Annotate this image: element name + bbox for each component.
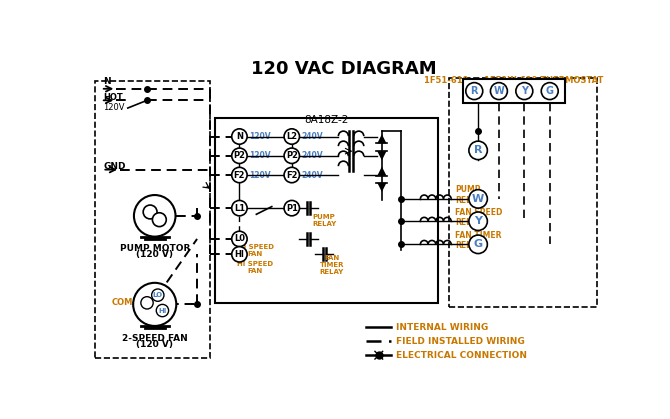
Circle shape <box>232 247 247 262</box>
Text: F2: F2 <box>286 171 297 179</box>
Text: G: G <box>546 86 553 96</box>
Text: FAN TIMER
RELAY: FAN TIMER RELAY <box>455 231 502 250</box>
Text: 1F51-619 or 1F51W-619 THERMOSTAT: 1F51-619 or 1F51W-619 THERMOSTAT <box>424 76 603 85</box>
Circle shape <box>152 213 166 227</box>
Text: R: R <box>474 145 482 155</box>
Text: COM: COM <box>112 298 133 308</box>
Circle shape <box>156 304 169 317</box>
Text: LO: LO <box>153 292 163 298</box>
Bar <box>464 79 565 103</box>
Text: 240V: 240V <box>302 151 324 160</box>
Text: W: W <box>494 86 505 96</box>
Text: 2-SPEED FAN: 2-SPEED FAN <box>122 334 188 343</box>
Circle shape <box>232 200 247 216</box>
Text: 120V: 120V <box>249 151 271 160</box>
Circle shape <box>469 212 487 230</box>
Circle shape <box>466 83 483 100</box>
Text: N: N <box>103 78 111 86</box>
Text: 120V: 120V <box>249 132 271 141</box>
Circle shape <box>469 141 487 160</box>
Circle shape <box>469 190 487 208</box>
Circle shape <box>232 148 247 163</box>
Text: LO SPEED
FAN: LO SPEED FAN <box>236 244 274 257</box>
Polygon shape <box>377 151 387 160</box>
Circle shape <box>516 83 533 100</box>
Circle shape <box>141 297 153 309</box>
Bar <box>449 78 598 308</box>
Text: P1: P1 <box>286 204 297 212</box>
Circle shape <box>284 200 299 216</box>
Bar <box>215 118 438 303</box>
Text: FIELD INSTALLED WIRING: FIELD INSTALLED WIRING <box>396 337 525 346</box>
Text: L1: L1 <box>234 204 245 212</box>
Polygon shape <box>377 183 387 192</box>
Circle shape <box>284 167 299 183</box>
Text: (120 V): (120 V) <box>136 251 174 259</box>
Text: (120 V): (120 V) <box>136 340 174 349</box>
Text: 8A18Z-2: 8A18Z-2 <box>304 115 348 125</box>
Circle shape <box>541 83 558 100</box>
Text: L0: L0 <box>234 234 245 243</box>
Text: 120 VAC DIAGRAM: 120 VAC DIAGRAM <box>251 59 436 78</box>
Circle shape <box>232 167 247 183</box>
Text: INTERNAL WIRING: INTERNAL WIRING <box>396 323 488 332</box>
Circle shape <box>284 129 299 144</box>
Text: FAN SPEED
RELAY: FAN SPEED RELAY <box>455 208 502 227</box>
Text: N: N <box>236 132 243 141</box>
Text: HI SPEED
FAN: HI SPEED FAN <box>237 261 273 274</box>
Text: Y: Y <box>474 216 482 226</box>
Circle shape <box>133 283 176 326</box>
Text: ELECTRICAL CONNECTION: ELECTRICAL CONNECTION <box>396 351 527 360</box>
Text: L2: L2 <box>286 132 297 141</box>
Text: P2: P2 <box>233 151 245 160</box>
Text: 240V: 240V <box>302 171 324 179</box>
Polygon shape <box>377 166 387 176</box>
Text: HI: HI <box>158 308 167 313</box>
Circle shape <box>232 231 247 247</box>
Text: Y: Y <box>521 86 528 96</box>
Circle shape <box>469 235 487 253</box>
Text: 240V: 240V <box>302 132 324 141</box>
Circle shape <box>490 83 507 100</box>
Text: HOT: HOT <box>103 93 123 102</box>
Text: G: G <box>474 239 482 249</box>
Text: HI: HI <box>234 250 245 259</box>
Text: PUMP
RELAY: PUMP RELAY <box>312 214 336 227</box>
Polygon shape <box>377 134 387 143</box>
Text: 120V: 120V <box>249 171 271 179</box>
Text: GND: GND <box>103 162 126 171</box>
Circle shape <box>143 205 157 219</box>
Text: R: R <box>470 86 478 96</box>
Circle shape <box>151 289 164 301</box>
Text: W: W <box>472 194 484 204</box>
Text: F2: F2 <box>234 171 245 179</box>
Circle shape <box>232 129 247 144</box>
Text: PUMP
RELAY: PUMP RELAY <box>455 185 482 205</box>
Text: P2: P2 <box>286 151 297 160</box>
Bar <box>94 81 210 358</box>
Text: PUMP MOTOR: PUMP MOTOR <box>119 244 190 253</box>
Circle shape <box>134 195 176 237</box>
Text: 120V: 120V <box>103 103 125 111</box>
Text: FAN
TIMER
RELAY: FAN TIMER RELAY <box>320 255 344 275</box>
Circle shape <box>284 148 299 163</box>
